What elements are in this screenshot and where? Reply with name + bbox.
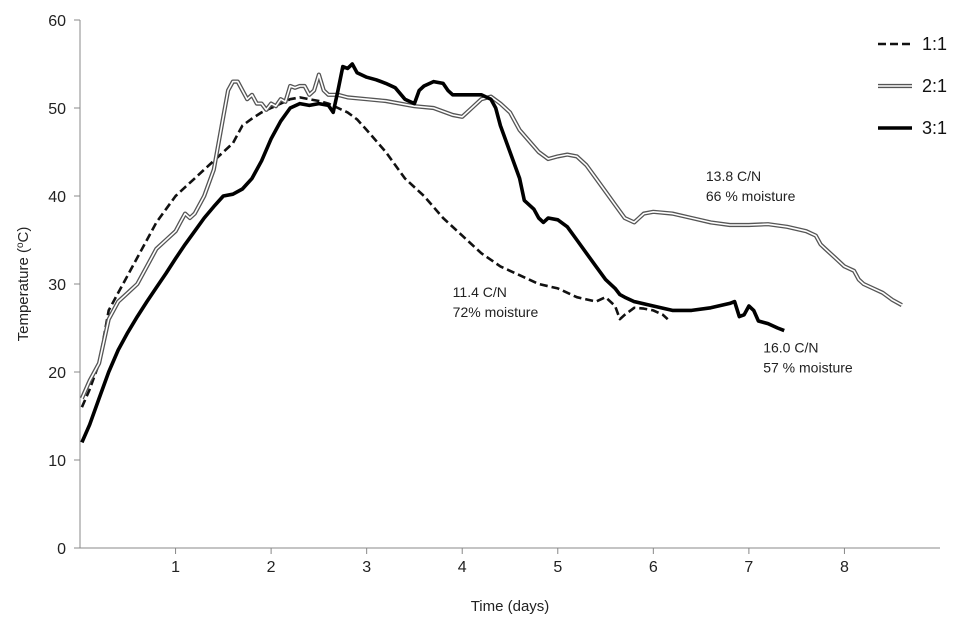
y-tick-label: 30 <box>48 277 66 294</box>
annotation: 13.8 C/N 66 % moisture <box>706 168 796 204</box>
annotation-line: 13.8 C/N <box>706 168 761 184</box>
annotation-line: 11.4 C/N <box>453 284 507 300</box>
y-axis-title: Temperature (oC) <box>15 227 33 342</box>
legend-label: 2:1 <box>922 76 947 96</box>
x-axis-title: Time (days) <box>471 598 550 615</box>
x-tick-label: 4 <box>458 559 467 576</box>
y-tick-label: 50 <box>48 101 66 118</box>
annotation-line: 72% moisture <box>453 304 539 320</box>
x-tick-label: 5 <box>553 559 562 576</box>
y-axis-title-end: C) <box>15 227 32 243</box>
legend-item: 2:1 <box>878 76 947 96</box>
ticks: 0 10 20 30 40 50 60 1 2 3 4 5 6 7 8 <box>48 13 849 576</box>
y-tick-label: 20 <box>48 365 66 382</box>
annotations: 13.8 C/N 66 % moisture 11.4 C/N 72% moistur… <box>453 168 853 376</box>
series-line-1-1 <box>80 96 669 408</box>
x-tick-label: 6 <box>649 559 658 576</box>
annotation-line: 16.0 C/N <box>763 340 818 356</box>
legend-item: 3:1 <box>878 118 947 138</box>
y-tick-label: 40 <box>48 189 66 206</box>
annotation: 16.0 C/N 57 % moisture <box>763 340 853 376</box>
y-tick-label: 10 <box>48 453 66 470</box>
y-axis-title-sup: o <box>15 242 26 248</box>
y-axis-title-base: Temperature ( <box>15 248 32 341</box>
x-tick-label: 7 <box>744 559 753 576</box>
legend-label: 1:1 <box>922 34 947 54</box>
series-layer <box>79 62 903 444</box>
annotation: 11.4 C/N 72% moisture <box>453 284 539 320</box>
series-1-1 <box>80 96 669 408</box>
axes <box>79 20 940 549</box>
x-tick-label: 3 <box>362 559 371 576</box>
series-line-2-1-inner <box>81 73 903 399</box>
y-tick-label: 0 <box>57 541 66 558</box>
x-tick-label: 8 <box>840 559 849 576</box>
series-3-1 <box>80 62 785 444</box>
x-tick-label: 1 <box>171 559 180 576</box>
annotation-line: 66 % moisture <box>706 188 796 204</box>
series-line-3-1 <box>80 62 785 444</box>
annotation-line: 57 % moisture <box>763 360 853 376</box>
legend-item: 1:1 <box>878 34 947 54</box>
series-2-1 <box>79 72 903 400</box>
y-tick-label: 60 <box>48 13 66 30</box>
x-tick-label: 2 <box>267 559 276 576</box>
legend: 1:1 2:1 3:1 <box>878 34 947 138</box>
legend-label: 3:1 <box>922 118 947 138</box>
